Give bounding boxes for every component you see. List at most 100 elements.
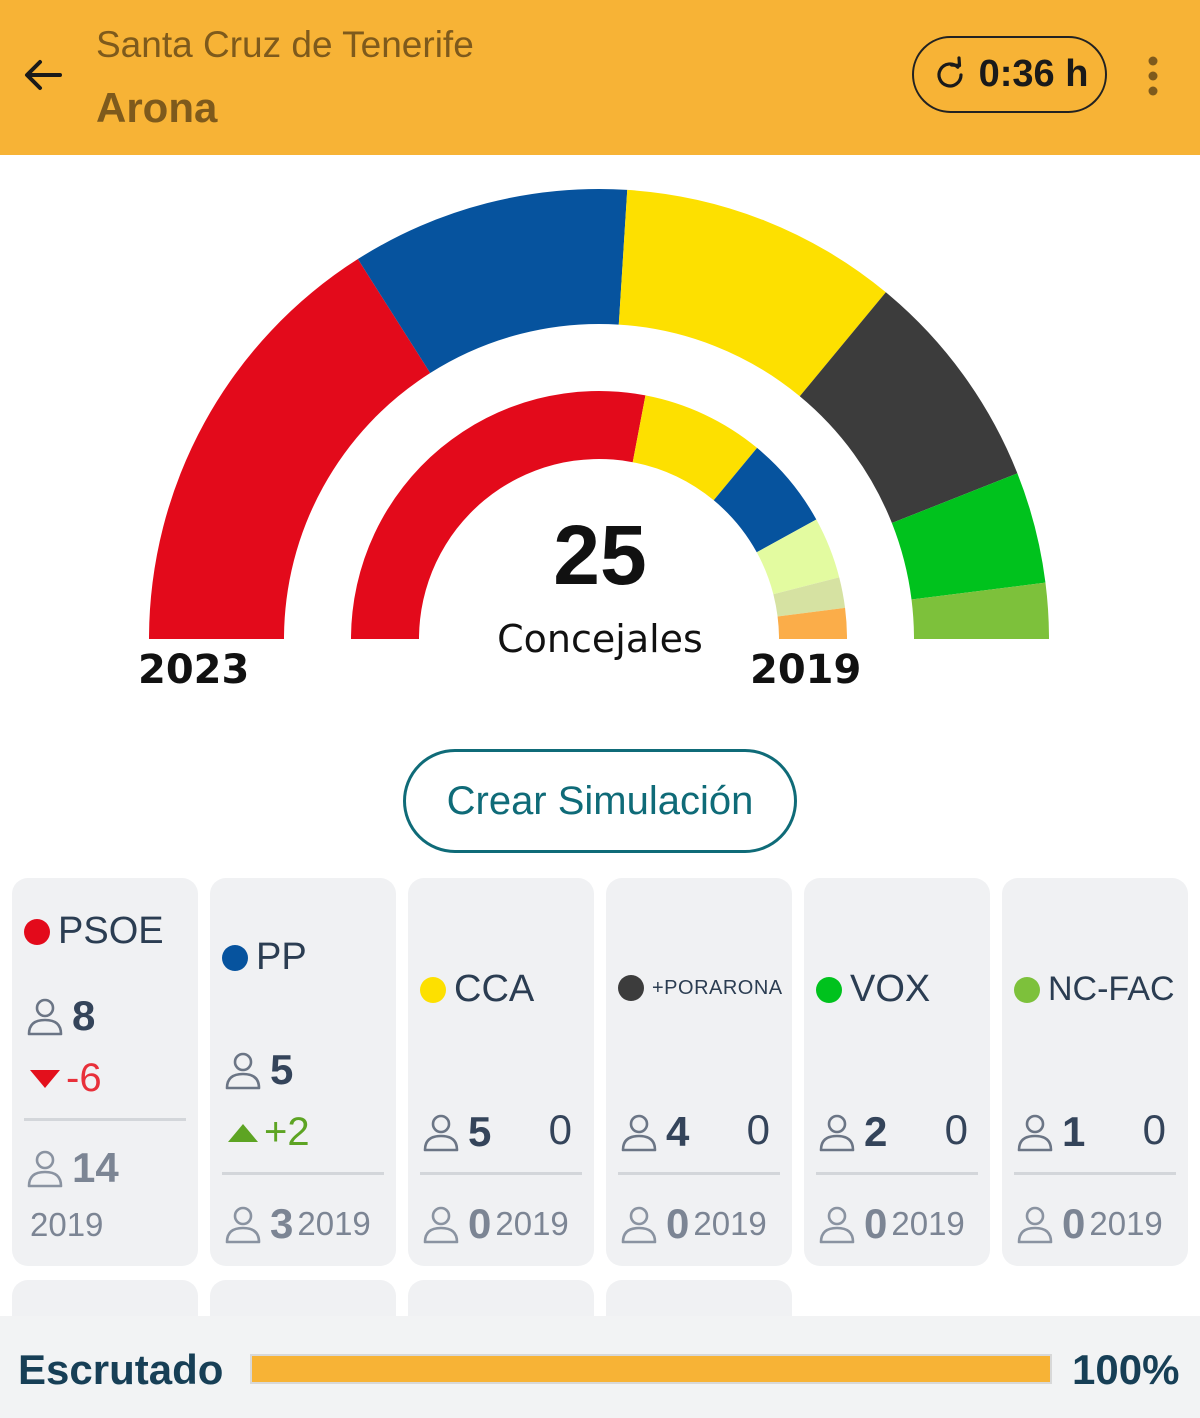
party-card-nc-fac[interactable]: NC-FAC 1 0 0 2019	[1002, 878, 1188, 1266]
seats-label: Concejales	[497, 617, 703, 661]
party-name: CCA	[454, 968, 535, 1010]
down-triangle-icon	[30, 1069, 60, 1088]
person-icon	[423, 1206, 459, 1244]
seat-change-value: 0	[746, 1106, 770, 1153]
previous-seats-row: 0 2019	[422, 1200, 569, 1248]
divider	[420, 1172, 582, 1175]
person-icon	[621, 1114, 657, 1152]
refresh-time: 0:36 h	[978, 53, 1089, 95]
previous-year: 2019	[891, 1205, 965, 1242]
seats-2023: 1	[1062, 1108, 1086, 1155]
seats-2019: 0	[1062, 1200, 1086, 1247]
person-icon	[621, 1206, 657, 1244]
seat-change-value: -6	[66, 1056, 102, 1100]
party-name: +PORARONA	[652, 976, 783, 999]
divider	[1014, 1172, 1176, 1175]
scrutiny-percent: 100%	[1072, 1346, 1180, 1393]
seats-2023: 8	[72, 992, 96, 1039]
province-name: Santa Cruz de Tenerife	[96, 24, 474, 65]
previous-seats-row: 0 2019	[1016, 1200, 1163, 1248]
party-color-dot	[1014, 976, 1040, 1003]
party-name: PSOE	[58, 910, 164, 952]
scrutiny-footer: Escrutado 100%	[0, 1316, 1200, 1418]
previous-seats-row: 0 2019	[818, 1200, 965, 1248]
seats-2019: 3	[270, 1200, 294, 1247]
party-card-pp[interactable]: PP 5 +2 3 2019	[210, 878, 396, 1266]
up-triangle-icon	[228, 1123, 258, 1142]
seat-change-value: 0	[1142, 1106, 1166, 1153]
party-header: PSOE	[24, 910, 164, 953]
party-card-cca[interactable]: CCA 5 0 0 2019	[408, 878, 594, 1266]
seats-2023: 5	[270, 1046, 294, 1093]
party-card-psoe[interactable]: PSOE 8 -6 14 2019	[12, 878, 198, 1266]
seats-2019: 0	[864, 1200, 888, 1247]
person-icon	[819, 1114, 855, 1152]
previous-year: 2019	[1089, 1205, 1163, 1242]
refresh-button[interactable]: 0:36 h	[912, 36, 1107, 113]
previous-year: 2019	[495, 1205, 569, 1242]
party-header: CCA	[420, 968, 534, 1011]
previous-year: 2019	[30, 1206, 104, 1243]
person-icon	[423, 1114, 459, 1152]
party-color-dot	[24, 918, 50, 945]
party-card-porarona[interactable]: +PORARONA 4 0 0 2019	[606, 878, 792, 1266]
party-card-vox[interactable]: VOX 2 0 0 2019	[804, 878, 990, 1266]
inner-arc-segment-2	[713, 447, 817, 553]
person-icon	[225, 1206, 261, 1244]
person-icon	[225, 1052, 261, 1090]
party-header: +PORARONA	[618, 975, 783, 1001]
seats-row: 2	[818, 1108, 887, 1156]
seats-row: 1	[1016, 1108, 1085, 1156]
outer-arc-segment-3	[799, 292, 1018, 524]
scrutiny-label: Escrutado	[18, 1346, 224, 1393]
person-icon	[27, 998, 63, 1036]
outer-arc-2023	[149, 188, 1049, 639]
seats-2023: 4	[666, 1108, 690, 1155]
divider	[618, 1172, 780, 1175]
previous-seats-row: 3 2019	[224, 1200, 371, 1248]
inner-arc-segment-1	[632, 395, 758, 501]
seat-change-value: 0	[548, 1106, 572, 1153]
divider	[816, 1172, 978, 1175]
total-seats: 25	[553, 508, 647, 602]
party-color-dot	[816, 976, 842, 1003]
person-icon	[819, 1206, 855, 1244]
person-icon	[27, 1150, 63, 1188]
party-header: PP	[222, 936, 307, 979]
back-arrow-icon[interactable]	[18, 50, 68, 100]
seats-row: 5	[422, 1108, 491, 1156]
refresh-icon	[937, 55, 963, 88]
seats-2023: 5	[468, 1108, 492, 1155]
parliament-chart	[149, 188, 1049, 639]
seat-change: +2	[228, 1110, 310, 1155]
previous-seats-row: 14	[26, 1144, 119, 1192]
party-header: VOX	[816, 968, 930, 1011]
person-icon	[1017, 1114, 1053, 1152]
outer-year-label: 2023	[138, 647, 250, 693]
inner-arc-segment-4	[773, 577, 846, 617]
previous-seats-row: 0 2019	[620, 1200, 767, 1248]
seats-row: 4	[620, 1108, 689, 1156]
divider	[24, 1118, 186, 1121]
party-color-dot	[618, 975, 644, 1001]
party-header: NC-FAC	[1014, 970, 1175, 1009]
outer-arc-segment-4	[891, 473, 1046, 600]
inner-year-label: 2019	[750, 647, 862, 693]
create-simulation-button[interactable]: Crear Simulación	[403, 749, 797, 853]
seat-change: -6	[30, 1056, 102, 1101]
outer-arc-segment-2	[618, 189, 886, 397]
divider	[222, 1172, 384, 1175]
more-vert-icon[interactable]	[1136, 54, 1170, 98]
seats-row: 5	[224, 1046, 293, 1094]
outer-arc-segment-5	[911, 582, 1049, 639]
seats-2023: 2	[864, 1108, 888, 1155]
party-name: NC-FAC	[1048, 970, 1175, 1008]
seats-row: 8	[26, 992, 95, 1040]
seats-2019: 14	[72, 1144, 119, 1191]
seat-change-value: +2	[264, 1110, 310, 1154]
inner-arc-segment-0	[351, 391, 646, 639]
app-bar: Santa Cruz de Tenerife Arona 0:36 h	[0, 0, 1200, 155]
party-name: VOX	[850, 968, 931, 1010]
inner-arc-segment-5	[777, 607, 847, 639]
outer-arc-segment-1	[357, 188, 628, 374]
